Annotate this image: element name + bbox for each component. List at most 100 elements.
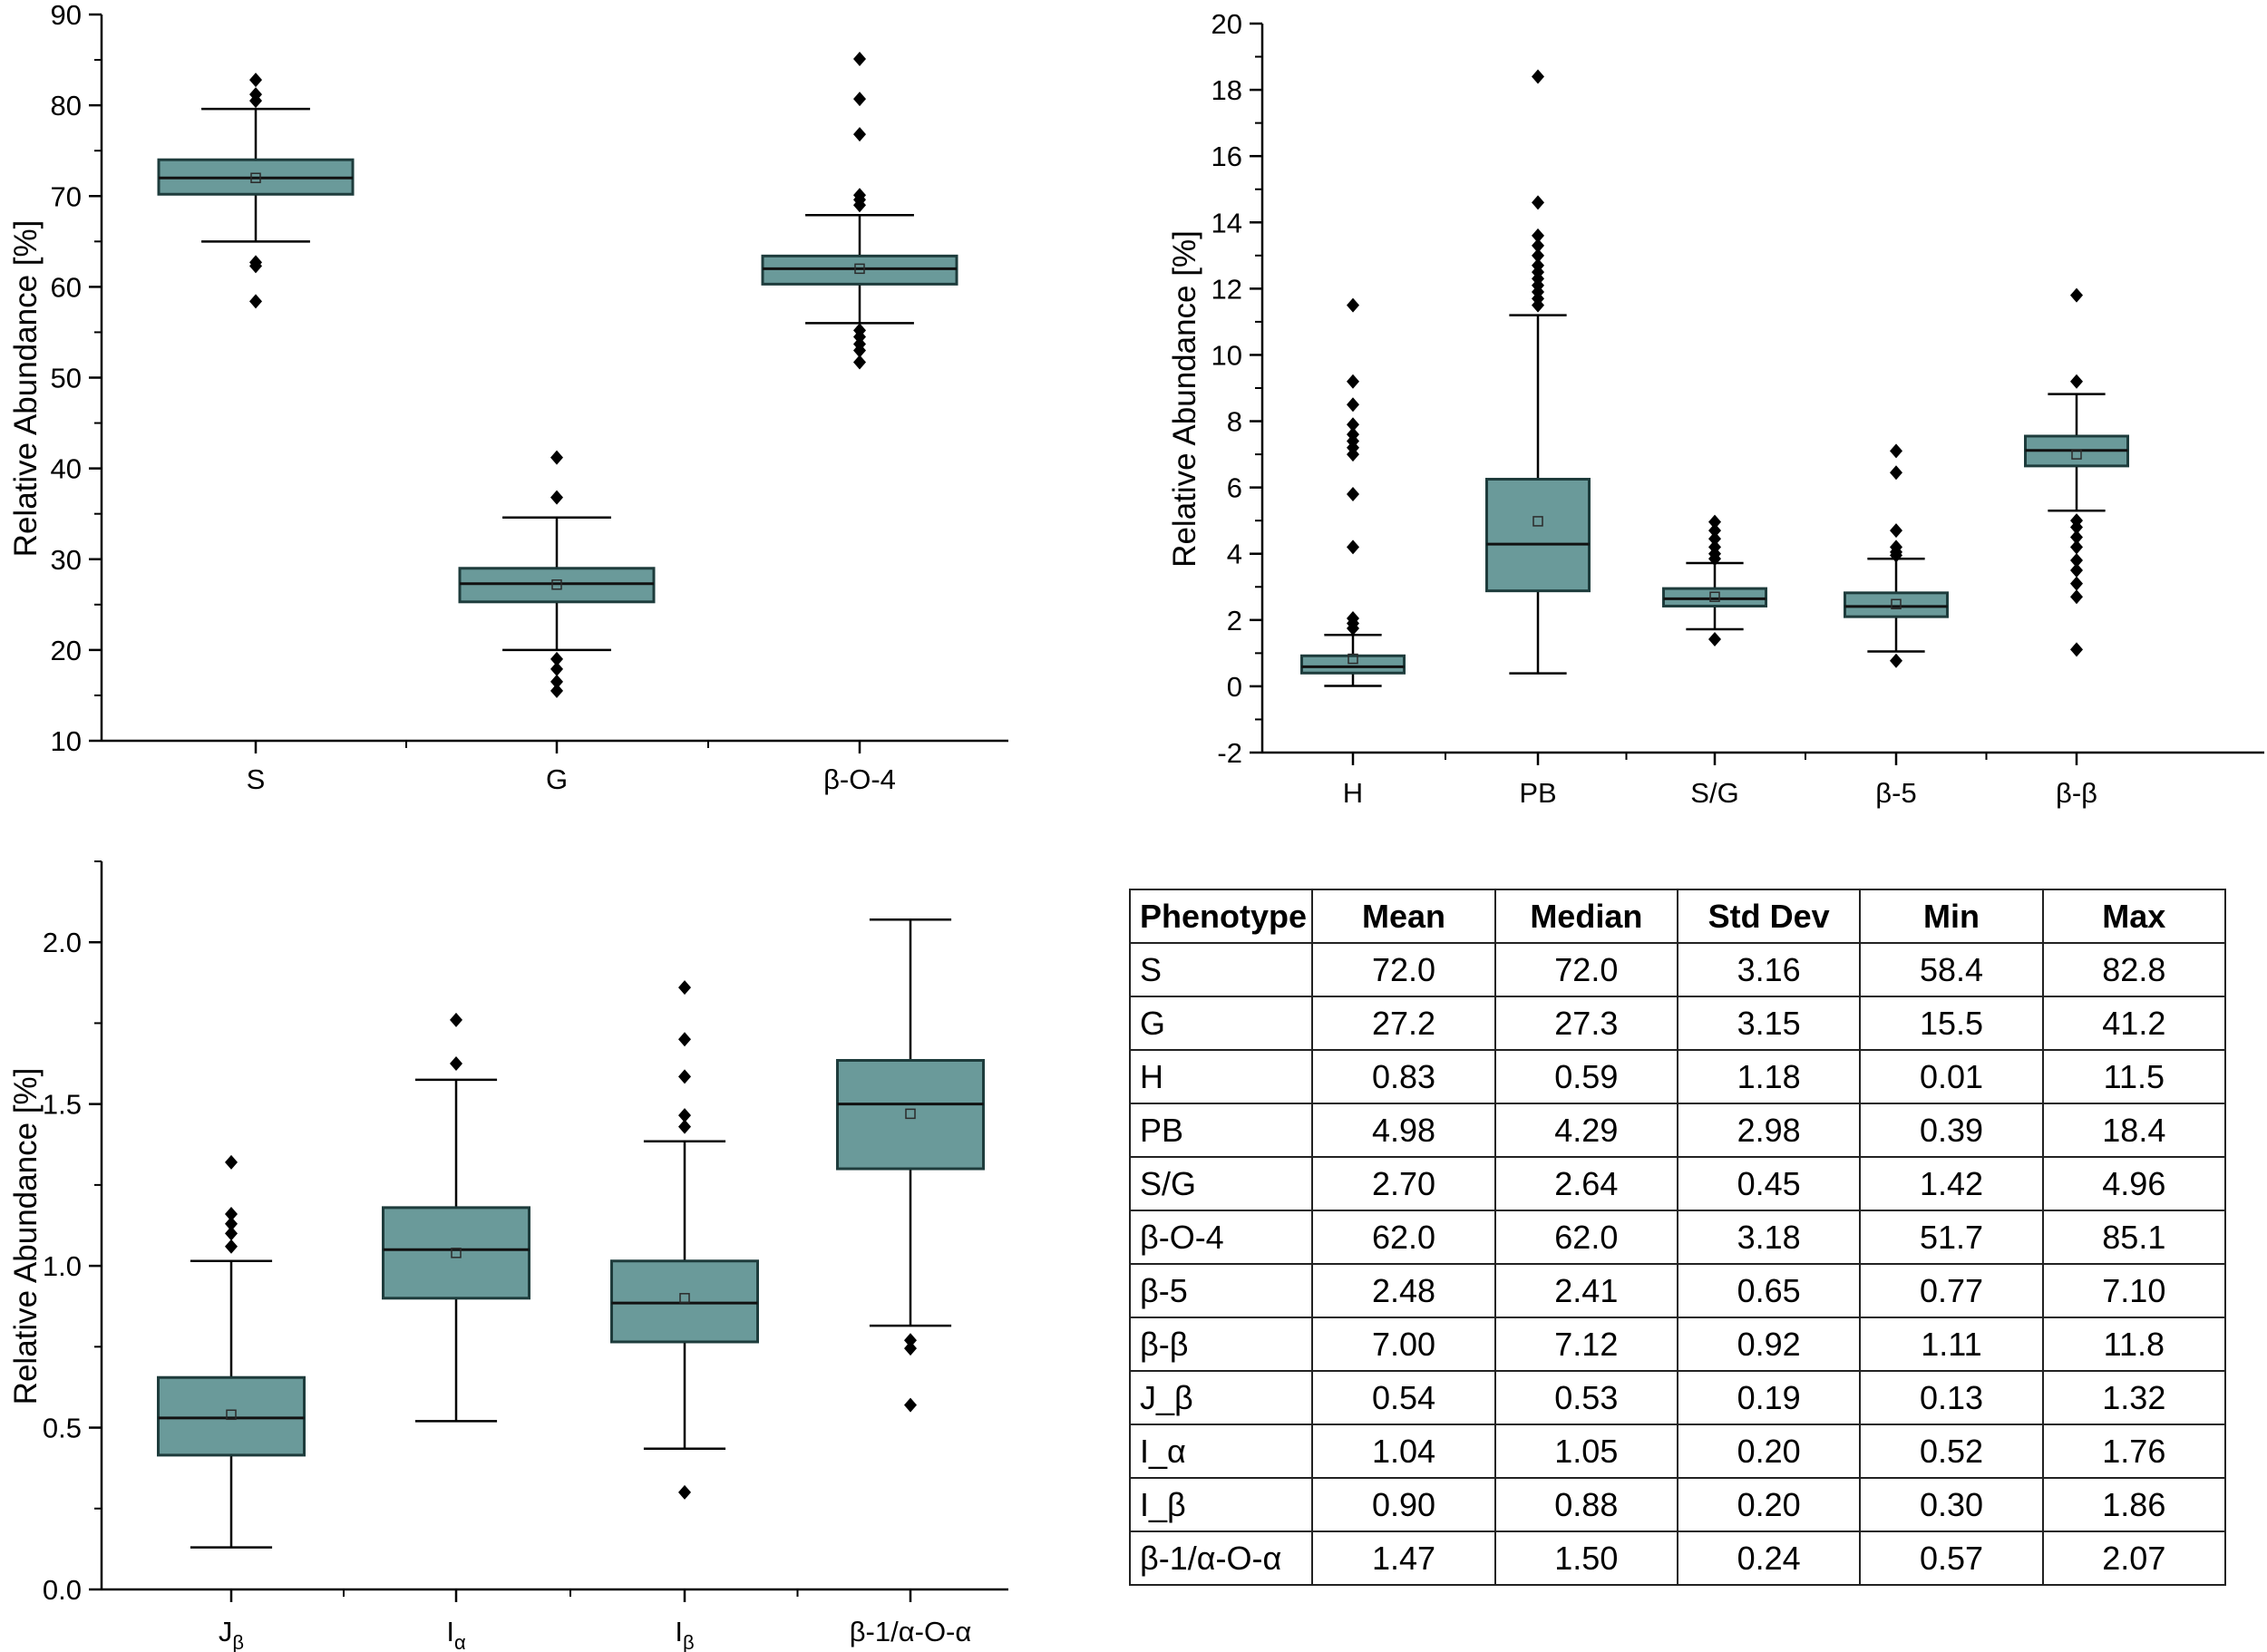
box-top-right-1 xyxy=(1485,69,1591,675)
y-tick-label: 60 xyxy=(51,271,82,303)
value-cell: 0.59 xyxy=(1493,1049,1678,1104)
outlier-point xyxy=(249,255,262,270)
y-axis-title: Relative Abundance [%] xyxy=(8,220,44,558)
outlier-point xyxy=(249,73,262,88)
phenotype-cell: G xyxy=(1128,996,1314,1051)
outlier-point xyxy=(678,1032,691,1047)
x-tick-label: β-1/α-O-α xyxy=(850,1616,972,1647)
box-top-left-1 xyxy=(458,450,656,698)
value-cell: 0.77 xyxy=(1859,1263,2044,1318)
value-cell: 0.92 xyxy=(1676,1317,1862,1372)
mean-marker xyxy=(905,1108,916,1120)
mean-marker xyxy=(854,263,865,275)
outlier-point xyxy=(853,355,866,370)
phenotype-cell: I_α xyxy=(1128,1424,1314,1479)
value-cell: 1.11 xyxy=(1859,1317,2044,1372)
outlier-point xyxy=(1532,228,1544,243)
outlier-point xyxy=(550,683,563,698)
mean-marker xyxy=(2071,449,2082,460)
box-top-right-3 xyxy=(1844,443,1949,668)
outlier-point xyxy=(853,92,866,107)
y-tick-label: -2 xyxy=(1217,737,1242,769)
value-cell: 7.00 xyxy=(1311,1317,1496,1372)
iqr-box xyxy=(836,1058,985,1171)
outlier-point xyxy=(1347,374,1359,389)
phenotype-cell: β-β xyxy=(1128,1317,1314,1372)
table-row: S/G 2.70 2.64 0.45 1.42 4.96 xyxy=(1128,1156,2227,1211)
value-cell: 27.3 xyxy=(1493,996,1678,1051)
iqr-box xyxy=(382,1206,530,1300)
x-tick-label: Iβ xyxy=(675,1616,694,1652)
outlier-point xyxy=(678,980,691,996)
y-tick-label: 16 xyxy=(1211,141,1242,172)
iqr-box xyxy=(1300,654,1406,675)
iqr-box xyxy=(1485,478,1591,593)
y-axis-title: Relative Abundance [%] xyxy=(1167,230,1202,568)
box-bottom-left-2 xyxy=(610,980,759,1500)
mean-marker xyxy=(551,579,562,590)
outlier-point xyxy=(2070,563,2083,578)
outlier-point xyxy=(225,1226,238,1241)
value-cell: 0.65 xyxy=(1676,1263,1862,1318)
y-tick-label: 12 xyxy=(1211,273,1242,305)
y-tick-label: 10 xyxy=(1211,339,1242,371)
value-cell: 3.18 xyxy=(1676,1210,1862,1265)
value-cell: 72.0 xyxy=(1311,942,1496,997)
phenotype-cell: S/G xyxy=(1128,1156,1314,1211)
value-cell: 4.98 xyxy=(1311,1103,1496,1158)
x-tick-label: Iα xyxy=(446,1616,466,1652)
table-row: S 72.0 72.0 3.16 58.4 82.8 xyxy=(1128,942,2227,997)
x-tick-label: β-5 xyxy=(1875,777,1916,809)
value-cell: 2.98 xyxy=(1676,1103,1862,1158)
outlier-point xyxy=(550,651,563,666)
outlier-point xyxy=(1532,248,1544,263)
value-cell: 1.04 xyxy=(1311,1424,1496,1479)
y-tick-label: 1.5 xyxy=(43,1089,82,1121)
value-cell: 51.7 xyxy=(1859,1210,2044,1265)
outlier-point xyxy=(225,1216,238,1231)
outlier-point xyxy=(450,1012,462,1027)
outlier-point xyxy=(2070,642,2083,657)
phenotype-cell: PB xyxy=(1128,1103,1314,1158)
outlier-point xyxy=(1890,539,1902,555)
table-row: PB 4.98 4.29 2.98 0.39 18.4 xyxy=(1128,1103,2227,1158)
outlier-point xyxy=(2070,576,2083,591)
phenotype-cell: β-1/α-O-α xyxy=(1128,1531,1314,1586)
value-cell: 0.53 xyxy=(1493,1370,1678,1425)
mean-marker xyxy=(250,172,261,183)
value-cell: 27.2 xyxy=(1311,996,1496,1051)
phenotype-cell: β-5 xyxy=(1128,1263,1314,1318)
value-cell: 1.47 xyxy=(1311,1531,1496,1586)
outlier-point xyxy=(2070,553,2083,568)
outlier-point xyxy=(1708,523,1721,539)
mean-marker xyxy=(1532,516,1543,527)
outlier-point xyxy=(678,1119,691,1134)
outlier-point xyxy=(1347,486,1359,501)
outlier-point xyxy=(450,1056,462,1072)
iqr-box xyxy=(458,567,656,604)
value-cell: 1.86 xyxy=(2041,1477,2227,1532)
chart-bottom-left: 0.0 0.5 1.0 1.5 2.0 Relative Abundance [%] Jβ I… xyxy=(8,860,1008,1652)
outlier-point xyxy=(678,1484,691,1500)
y-axis-title: Relative Abundance [%] xyxy=(8,1068,44,1405)
table-row: H 0.83 0.59 1.18 0.01 11.5 xyxy=(1128,1049,2227,1104)
value-cell: 0.20 xyxy=(1676,1424,1862,1479)
value-cell: 2.07 xyxy=(2041,1531,2227,1586)
y-tick-label: 30 xyxy=(51,544,82,576)
x-tick-label: H xyxy=(1343,777,1363,809)
table-row: I_α 1.04 1.05 0.20 0.52 1.76 xyxy=(1128,1424,2227,1479)
box-bottom-left-3 xyxy=(836,918,985,1413)
value-cell: 82.8 xyxy=(2041,942,2227,997)
value-cell: 62.0 xyxy=(1493,1210,1678,1265)
outlier-point xyxy=(1890,523,1902,539)
value-cell: 3.16 xyxy=(1676,942,1862,997)
iqr-box xyxy=(761,254,958,286)
value-cell: 85.1 xyxy=(2041,1210,2227,1265)
value-cell: 0.24 xyxy=(1676,1531,1862,1586)
iqr-box xyxy=(1662,587,1767,607)
header-mean: Mean xyxy=(1311,889,1496,944)
outlier-point xyxy=(1708,531,1721,547)
outlier-point xyxy=(2070,520,2083,535)
y-tick-label: 10 xyxy=(51,725,82,757)
